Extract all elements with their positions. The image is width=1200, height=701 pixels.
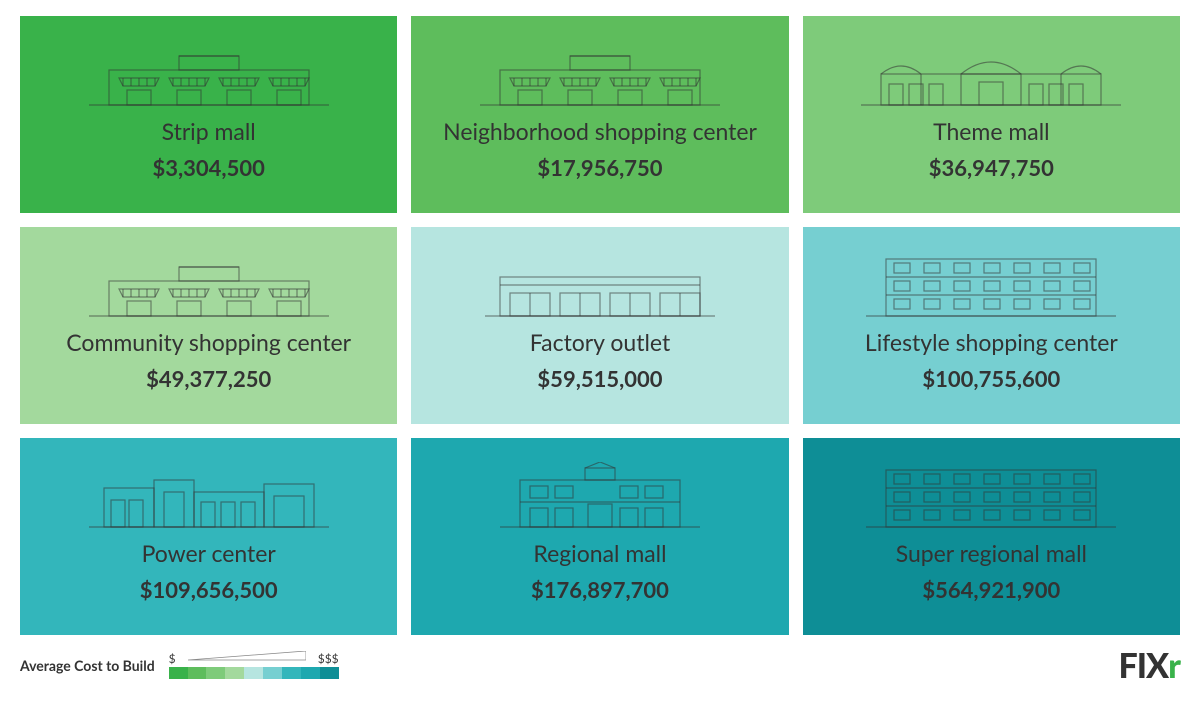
card-cost: $59,515,000 [537, 365, 662, 392]
legend-colors [169, 667, 339, 679]
card-power-center: Power center $109,656,500 [20, 438, 397, 635]
legend-high: $$$ [318, 651, 339, 666]
card-cost: $3,304,500 [152, 154, 264, 181]
strip-building-icon [89, 50, 329, 106]
card-theme-mall: Theme mall $36,947,750 [803, 16, 1180, 213]
card-title: Theme mall [933, 118, 1050, 144]
multi-building-icon [866, 251, 1116, 317]
cost-legend: Average Cost to Build $ $$$ [20, 651, 339, 679]
card-title: Strip mall [162, 118, 256, 144]
legend-swatch [320, 667, 339, 679]
legend-wedge-icon [188, 651, 306, 661]
card-cost: $564,921,900 [922, 576, 1060, 603]
card-lifestyle-shopping-center: Lifestyle shopping center $100,755,600 [803, 227, 1180, 424]
strip-building-icon [89, 261, 329, 317]
card-title: Power center [142, 540, 276, 566]
card-title: Factory outlet [530, 329, 670, 355]
icon [866, 458, 1116, 528]
multi-building-icon [866, 462, 1116, 528]
brand-logo: FIXr [1119, 645, 1180, 686]
icon [861, 36, 1121, 106]
legend-range: $ $$$ [169, 651, 339, 666]
regional-building-icon [500, 462, 700, 528]
power-building-icon [89, 470, 329, 528]
icon [485, 247, 715, 317]
card-neighborhood-shopping-center: Neighborhood shopping center $17,956,750 [411, 16, 788, 213]
card-title: Neighborhood shopping center [443, 118, 757, 144]
legend-swatch [301, 667, 320, 679]
legend-swatch [282, 667, 301, 679]
card-title: Community shopping center [66, 329, 351, 355]
legend-swatch [244, 667, 263, 679]
icon [500, 458, 700, 528]
icon [89, 458, 329, 528]
card-cost: $36,947,750 [929, 154, 1054, 181]
card-cost: $49,377,250 [146, 365, 271, 392]
icon [89, 36, 329, 106]
card-regional-mall: Regional mall $176,897,700 [411, 438, 788, 635]
card-title: Lifestyle shopping center [865, 329, 1118, 355]
legend-swatch [188, 667, 207, 679]
card-title: Super regional mall [896, 540, 1087, 566]
card-community-shopping-center: Community shopping center $49,377,250 [20, 227, 397, 424]
card-super-regional-mall: Super regional mall $564,921,900 [803, 438, 1180, 635]
outlet-building-icon [485, 263, 715, 317]
card-cost: $109,656,500 [140, 576, 278, 603]
legend-scale: $ $$$ [169, 651, 339, 679]
footer: Average Cost to Build $ $$$ FIXr [20, 635, 1180, 685]
icon [866, 247, 1116, 317]
card-title: Regional mall [533, 540, 666, 566]
legend-swatch [263, 667, 282, 679]
card-strip-mall: Strip mall $3,304,500 [20, 16, 397, 213]
legend-swatch [206, 667, 225, 679]
brand-text: FIX [1119, 645, 1169, 686]
card-cost: $176,897,700 [531, 576, 669, 603]
card-cost: $17,956,750 [537, 154, 662, 181]
strip-building-icon [480, 50, 720, 106]
mall-cost-grid: Strip mall $3,304,500 [20, 16, 1180, 635]
legend-swatch [169, 667, 188, 679]
card-factory-outlet: Factory outlet $59,515,000 [411, 227, 788, 424]
card-cost: $100,755,600 [922, 365, 1060, 392]
legend-swatch [225, 667, 244, 679]
legend-low: $ [169, 651, 176, 666]
icon [480, 36, 720, 106]
legend-label: Average Cost to Build [20, 657, 155, 674]
brand-accent: r [1168, 645, 1180, 686]
icon [89, 247, 329, 317]
theme-building-icon [861, 46, 1121, 106]
